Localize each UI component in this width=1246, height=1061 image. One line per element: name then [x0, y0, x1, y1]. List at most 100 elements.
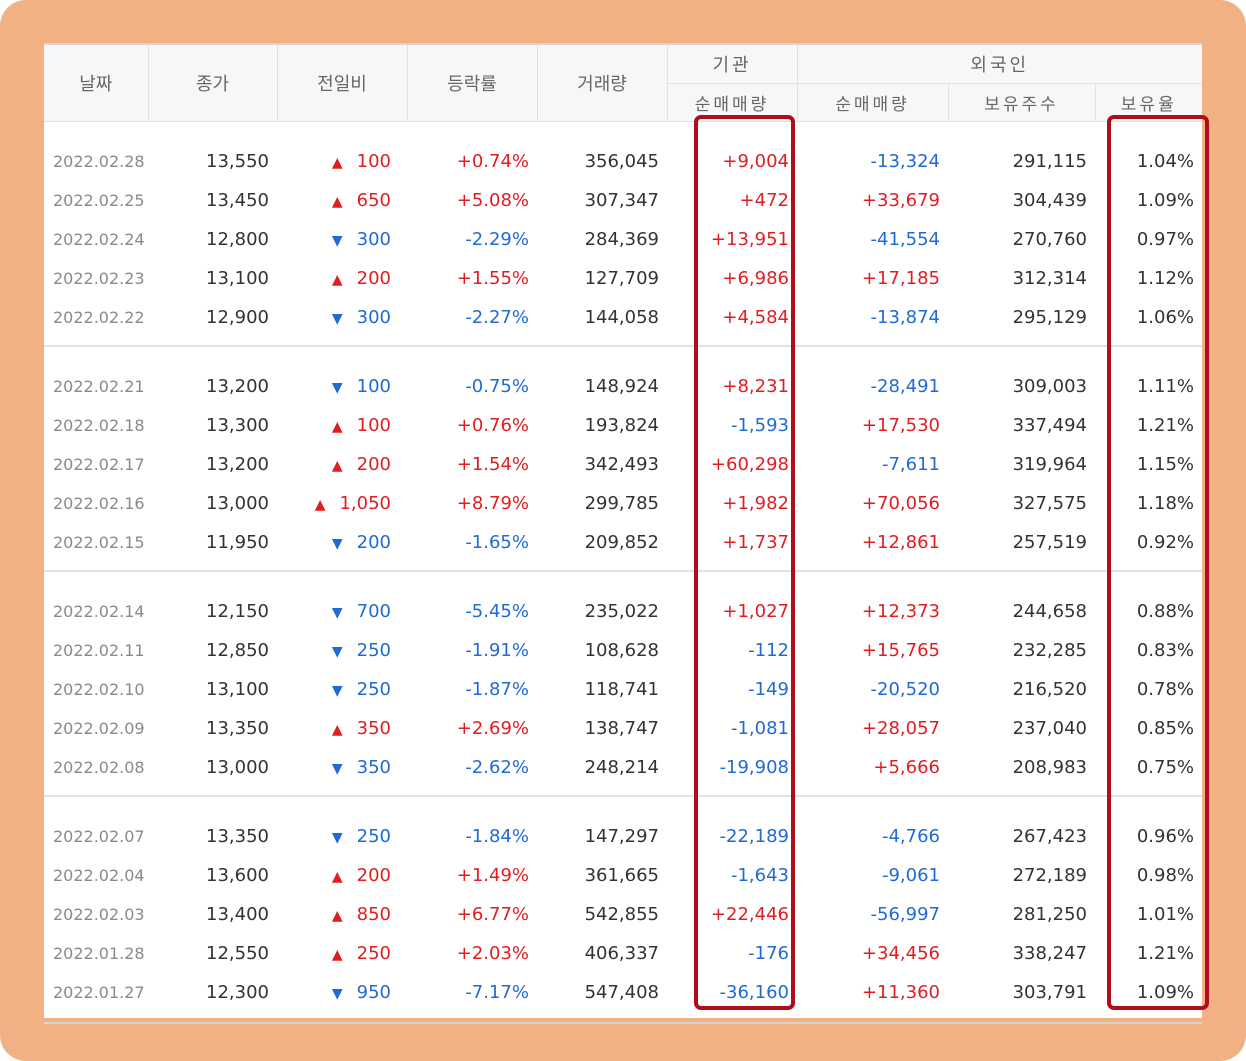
table-row[interactable]: 2022.01.28 12,550 ▲ 250 +2.03% 406,337 -176 +34… [44, 934, 1202, 973]
cell-volume: 406,337 [584, 943, 659, 964]
cell-rate: +1.49% [456, 865, 529, 886]
cell-close: 13,550 [206, 151, 269, 172]
cell-volume: 361,665 [584, 865, 659, 886]
cell-foreign-holdings: 270,760 [1012, 229, 1087, 250]
cell-volume: 193,824 [584, 415, 659, 436]
table-row[interactable]: 2022.02.28 13,550 ▲ 100 +0.74% 356,045 +9,004 -… [44, 142, 1202, 181]
cell-foreign-ratio: 1.18% [1136, 493, 1195, 514]
cell-rate: +1.54% [456, 454, 529, 475]
change-value: 200 [356, 865, 391, 886]
cell-foreign-net: +5,666 [873, 757, 940, 778]
spacer-row [44, 787, 1202, 796]
table-row[interactable]: 2022.02.16 13,000 ▲ 1,050 +8.79% 299,785 +1,98… [44, 484, 1202, 523]
table-row[interactable]: 2022.02.04 13,600 ▲ 200 +1.49% 361,665 -1,643 -… [44, 856, 1202, 895]
table-row[interactable]: 2022.01.27 12,300 ▼ 950 -7.17% 547,408 -36,160… [44, 973, 1202, 1012]
cell-foreign-ratio: 1.09% [1136, 190, 1195, 211]
cell-foreign-ratio: 1.12% [1136, 268, 1195, 289]
spacer-row [44, 562, 1202, 571]
cell-close: 13,200 [206, 376, 269, 397]
table-row[interactable]: 2022.02.21 13,200 ▼ 100 -0.75% 148,924 +8,231 -… [44, 367, 1202, 406]
header-volume[interactable]: 거래량 [537, 43, 668, 122]
cell-date: 2022.02.25 [53, 191, 145, 210]
cell-rate: +0.74% [456, 151, 529, 172]
up-arrow-icon: ▲ [331, 272, 343, 288]
cell-volume: 209,852 [584, 532, 659, 553]
cell-close: 12,300 [206, 982, 269, 1003]
cell-foreign-ratio: 0.78% [1136, 679, 1195, 700]
cell-institution-net: +13,951 [710, 229, 789, 250]
cell-foreign-holdings: 295,129 [1012, 307, 1087, 328]
table-row[interactable]: 2022.02.07 13,350 ▼ 250 -1.84% 147,297 -22,189… [44, 817, 1202, 856]
change-value: 250 [356, 943, 391, 964]
change-value: 1,050 [339, 493, 391, 514]
table-row[interactable]: 2022.02.03 13,400 ▲ 850 +6.77% 542,855 +22,446… [44, 895, 1202, 934]
cell-date: 2022.02.21 [53, 377, 145, 396]
cell-close: 12,850 [206, 640, 269, 661]
cell-institution-net: -19,908 [719, 757, 789, 778]
cell-change: ▼ 300 [277, 220, 407, 259]
table-row[interactable]: 2022.02.10 13,100 ▼ 250 -1.87% 118,741 -149 -20… [44, 670, 1202, 709]
header-date[interactable]: 날짜 [44, 43, 149, 122]
cell-foreign-holdings: 327,575 [1012, 493, 1087, 514]
cell-institution-net: +1,027 [722, 601, 789, 622]
table-row[interactable]: 2022.02.17 13,200 ▲ 200 +1.54% 342,493 +60,298… [44, 445, 1202, 484]
table-row[interactable]: 2022.02.22 12,900 ▼ 300 -2.27% 144,058 +4,584 -… [44, 298, 1202, 337]
cell-change: ▲ 200 [277, 856, 407, 895]
cell-close: 12,550 [206, 943, 269, 964]
cell-foreign-holdings: 244,658 [1012, 601, 1087, 622]
header-rate[interactable]: 등락률 [407, 43, 538, 122]
down-arrow-icon: ▼ [331, 311, 343, 327]
header-foreign: 외국인 [797, 43, 1203, 84]
cell-rate: +2.69% [456, 718, 529, 739]
cell-foreign-ratio: 0.92% [1136, 532, 1195, 553]
table-row[interactable]: 2022.02.14 12,150 ▼ 700 -5.45% 235,022 +1,027 +… [44, 592, 1202, 631]
cell-date: 2022.01.27 [53, 983, 145, 1002]
cell-close: 13,450 [206, 190, 269, 211]
cell-change: ▼ 250 [277, 670, 407, 709]
table-row[interactable]: 2022.02.25 13,450 ▲ 650 +5.08% 307,347 +472 +33… [44, 181, 1202, 220]
header-close[interactable]: 종가 [148, 43, 278, 122]
table-row[interactable]: 2022.02.18 13,300 ▲ 100 +0.76% 193,824 -1,593 +… [44, 406, 1202, 445]
up-arrow-icon: ▲ [331, 419, 343, 435]
cell-change: ▲ 100 [277, 406, 407, 445]
cell-date: 2022.02.18 [53, 416, 145, 435]
change-value: 850 [356, 904, 391, 925]
cell-institution-net: +22,446 [710, 904, 789, 925]
header-change[interactable]: 전일비 [277, 43, 408, 122]
cell-change: ▲ 650 [277, 181, 407, 220]
cell-rate: -1.87% [465, 679, 529, 700]
cell-foreign-net: -13,874 [870, 307, 940, 328]
cell-change: ▲ 250 [277, 934, 407, 973]
cell-foreign-net: +28,057 [861, 718, 940, 739]
down-arrow-icon: ▼ [331, 380, 343, 396]
cell-foreign-net: +12,373 [861, 601, 940, 622]
cell-close: 13,300 [206, 415, 269, 436]
cell-foreign-ratio: 1.11% [1136, 376, 1195, 397]
table-row[interactable]: 2022.02.24 12,800 ▼ 300 -2.29% 284,369 +13,951… [44, 220, 1202, 259]
table-row[interactable]: 2022.02.11 12,850 ▼ 250 -1.91% 108,628 -112 +15… [44, 631, 1202, 670]
change-value: 200 [356, 268, 391, 289]
cell-close: 13,600 [206, 865, 269, 886]
cell-institution-net: +6,986 [722, 268, 789, 289]
table-row[interactable]: 2022.02.09 13,350 ▲ 350 +2.69% 138,747 -1,081 +… [44, 709, 1202, 748]
cell-rate: -1.91% [465, 640, 529, 661]
cell-date: 2022.02.07 [53, 827, 145, 846]
cell-volume: 148,924 [584, 376, 659, 397]
cell-volume: 118,741 [584, 679, 659, 700]
header-foreign-net[interactable]: 순매매량 [797, 83, 949, 122]
cell-foreign-net: +34,456 [861, 943, 940, 964]
cell-foreign-holdings: 232,285 [1012, 640, 1087, 661]
header-foreign-holdings[interactable]: 보유주수 [948, 83, 1096, 122]
cell-foreign-holdings: 337,494 [1012, 415, 1087, 436]
cell-foreign-holdings: 309,003 [1012, 376, 1087, 397]
table-row[interactable]: 2022.02.08 13,000 ▼ 350 -2.62% 248,214 -19,908… [44, 748, 1202, 787]
change-value: 350 [356, 718, 391, 739]
table-row[interactable]: 2022.02.23 13,100 ▲ 200 +1.55% 127,709 +6,986 +… [44, 259, 1202, 298]
cell-institution-net: -176 [748, 943, 789, 964]
cell-institution-net: +9,004 [722, 151, 789, 172]
cell-institution-net: -22,189 [719, 826, 789, 847]
table-row[interactable]: 2022.02.15 11,950 ▼ 200 -1.65% 209,852 +1,737 +… [44, 523, 1202, 562]
cell-date: 2022.02.08 [53, 758, 145, 777]
cell-rate: +1.55% [456, 268, 529, 289]
cell-foreign-net: -56,997 [870, 904, 940, 925]
